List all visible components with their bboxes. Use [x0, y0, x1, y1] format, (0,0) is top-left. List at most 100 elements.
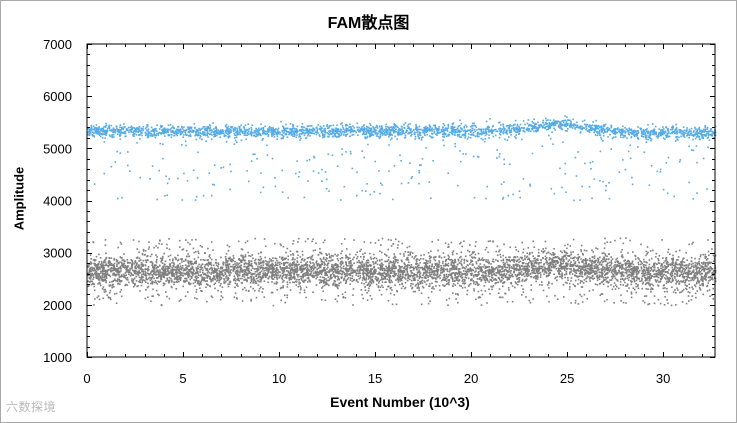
data-point [444, 265, 446, 267]
data-point [89, 275, 92, 278]
data-point [157, 273, 159, 276]
data-point [526, 270, 528, 272]
data-point [113, 273, 115, 275]
data-point [281, 272, 284, 274]
data-point [431, 287, 433, 290]
data-point [512, 275, 514, 278]
data-point [262, 288, 264, 290]
data-point [161, 262, 164, 264]
data-point [131, 267, 133, 270]
data-point [412, 290, 415, 293]
data-point [458, 284, 461, 287]
data-point [195, 291, 198, 293]
data-point [590, 266, 593, 268]
data-point [234, 260, 236, 263]
data-point [618, 269, 620, 272]
data-point [443, 276, 446, 279]
data-point [498, 249, 501, 251]
data-point [410, 274, 412, 277]
data-point [583, 259, 586, 262]
data-point [217, 265, 219, 267]
data-point [627, 274, 630, 276]
data-point [282, 286, 284, 289]
data-point [193, 258, 196, 260]
data-point [358, 265, 360, 267]
data-point [115, 258, 118, 261]
data-point [577, 265, 579, 268]
data-point [284, 273, 287, 276]
data-point [305, 262, 307, 264]
data-point [536, 270, 538, 272]
data-point [104, 258, 107, 261]
data-point [452, 261, 455, 264]
data-point [461, 276, 464, 279]
data-point [680, 271, 683, 274]
data-point [298, 278, 300, 281]
data-point [369, 273, 372, 275]
data-point [89, 254, 92, 256]
data-point [456, 293, 459, 295]
data-point [660, 270, 663, 272]
data-point [588, 277, 591, 280]
data-point [431, 277, 434, 280]
data-point [420, 280, 423, 283]
data-point [194, 276, 197, 278]
data-point [592, 289, 594, 291]
data-point [234, 292, 237, 295]
data-point [645, 288, 648, 290]
data-point [574, 271, 576, 273]
data-point [427, 268, 429, 271]
data-point [349, 279, 352, 281]
data-point [424, 281, 426, 283]
data-point [395, 260, 397, 263]
data-point [200, 259, 202, 261]
data-point [207, 261, 210, 264]
data-point [610, 262, 613, 265]
data-point [542, 257, 544, 259]
data-point [704, 264, 707, 266]
data-point [147, 267, 149, 270]
data-point [553, 266, 555, 269]
data-point [124, 272, 127, 274]
data-point [666, 261, 669, 263]
data-point [684, 280, 687, 282]
data-point [632, 269, 634, 272]
data-point [216, 272, 219, 274]
data-point [182, 285, 184, 288]
data-point [336, 284, 339, 286]
data-point [469, 273, 472, 275]
data-point [221, 267, 224, 270]
data-point [159, 273, 162, 276]
data-point [639, 280, 641, 282]
data-point [633, 276, 635, 278]
data-point [712, 272, 714, 274]
data-point [187, 271, 190, 274]
data-point [122, 263, 125, 266]
data-point [375, 283, 378, 286]
data-point [264, 272, 266, 274]
data-point [195, 277, 198, 280]
data-point [324, 272, 326, 274]
data-point [204, 259, 206, 261]
data-point [606, 269, 609, 272]
data-point [625, 285, 627, 287]
data-point [611, 275, 613, 278]
data-point [527, 272, 529, 274]
data-point [470, 268, 472, 270]
data-point [296, 267, 299, 270]
data-point [628, 271, 630, 273]
data-point [306, 277, 309, 279]
data-point [217, 275, 219, 278]
data-point [567, 260, 570, 263]
data-point [501, 274, 503, 277]
data-point [587, 271, 590, 273]
data-point [118, 271, 121, 274]
data-point [430, 256, 432, 259]
data-point [482, 266, 484, 268]
data-point [660, 265, 662, 267]
data-point [113, 279, 116, 282]
data-point [551, 259, 553, 261]
data-point [125, 271, 128, 273]
data-point [388, 266, 391, 269]
data-point [284, 262, 287, 264]
